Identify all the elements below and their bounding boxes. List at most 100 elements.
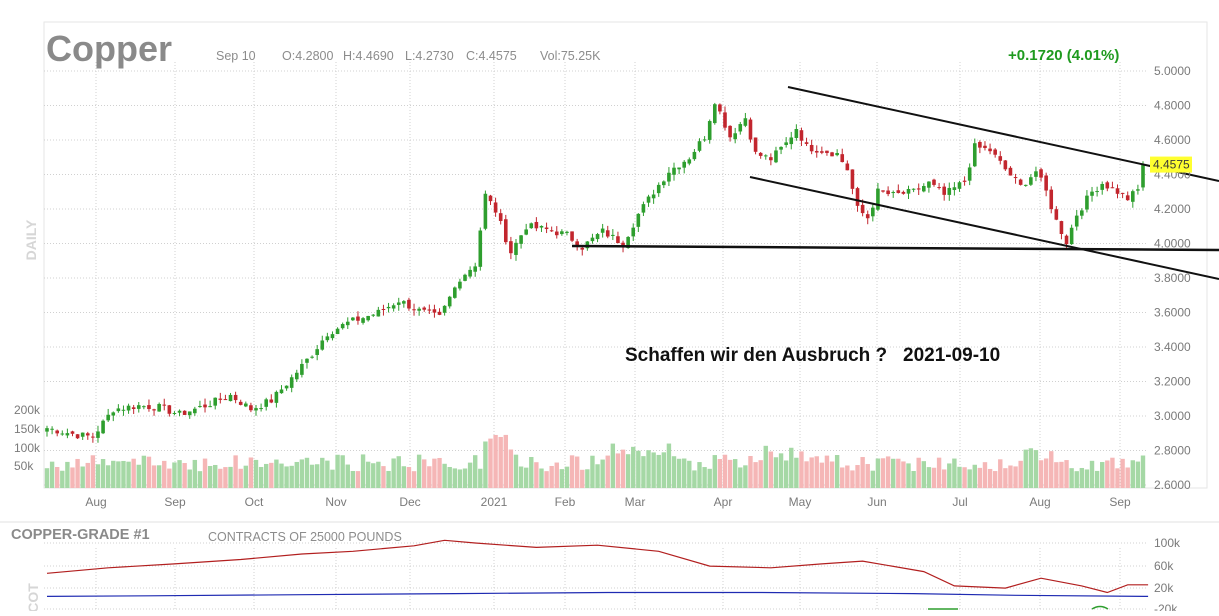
volume-bar xyxy=(1130,460,1136,488)
change-label: +0.1720 (4.01%) xyxy=(1008,47,1120,64)
volume-bar xyxy=(100,459,106,488)
volume-bar xyxy=(819,462,825,488)
candle-body xyxy=(509,241,513,254)
volume-bar xyxy=(1043,458,1049,488)
y-tick-label: 3.0000 xyxy=(1154,409,1191,423)
candle-body xyxy=(218,398,223,400)
candle-body xyxy=(544,227,549,230)
volume-bar xyxy=(1028,448,1034,488)
candle-body xyxy=(932,179,936,185)
candle-body xyxy=(600,228,605,233)
volume-bar xyxy=(631,446,636,488)
candle-body xyxy=(978,141,982,148)
candle-body xyxy=(422,307,427,310)
volume-bar xyxy=(636,450,641,488)
candle-body xyxy=(238,401,243,405)
volume-bar xyxy=(330,469,335,488)
volume-bar xyxy=(753,462,758,488)
candle-body xyxy=(1029,177,1033,185)
candle-body xyxy=(60,433,65,435)
candle-body xyxy=(962,180,967,182)
candle-body xyxy=(758,152,763,156)
candle-body xyxy=(223,399,228,401)
candle-body xyxy=(111,412,116,416)
volume-bar xyxy=(620,449,626,488)
volume-bar xyxy=(70,467,75,488)
annotation-text: Schaffen wir den Ausbruch ? 2021-09-10 xyxy=(625,345,1000,366)
cot-series-green-tail xyxy=(1091,605,1109,610)
volume-bar xyxy=(269,462,274,488)
x-tick-label: Sep xyxy=(164,495,186,509)
volume-bar xyxy=(1100,462,1105,488)
volume-bar xyxy=(829,461,835,488)
close-label: C:4.4575 xyxy=(466,49,517,63)
candle-body xyxy=(45,428,49,432)
volume-bar xyxy=(896,458,901,488)
y-tick-label: 4.0000 xyxy=(1154,237,1191,251)
volume-bar xyxy=(411,471,417,488)
volume-bar xyxy=(814,456,819,488)
volume-bar xyxy=(651,452,656,488)
volume-label: Vol:75.25K xyxy=(540,49,601,63)
candle-body xyxy=(417,308,421,311)
volume-bar xyxy=(478,468,483,488)
candle-body xyxy=(187,411,192,416)
candle-body xyxy=(916,188,921,190)
candle-body xyxy=(335,328,340,335)
volume-bar xyxy=(187,469,192,488)
candle-body xyxy=(763,155,768,157)
candle-body xyxy=(493,202,498,213)
candle-body xyxy=(1115,188,1120,194)
candle-body xyxy=(376,309,381,317)
candle-body xyxy=(728,125,732,138)
cot-series-blue xyxy=(46,591,1149,597)
candle-body xyxy=(1110,187,1115,189)
candle-body xyxy=(351,317,355,321)
candle-body xyxy=(662,181,666,186)
volume-bar xyxy=(1140,455,1146,488)
candle-body xyxy=(228,394,233,402)
candle-body xyxy=(101,420,105,434)
candle-body xyxy=(325,336,330,341)
candle-body xyxy=(1008,167,1013,176)
candle-body xyxy=(524,229,528,235)
candle-body xyxy=(988,148,992,152)
candle-body xyxy=(972,143,977,167)
candle-body xyxy=(1034,171,1038,177)
volume-bar xyxy=(294,461,299,488)
volume-bar xyxy=(600,459,605,488)
volume-bar xyxy=(646,450,651,488)
volume-bar xyxy=(202,458,208,488)
volume-bar xyxy=(213,464,218,488)
volume-bar xyxy=(1059,461,1064,488)
candle-body xyxy=(539,225,544,228)
volume-bar xyxy=(717,459,723,488)
volume-bar xyxy=(722,454,728,488)
x-tick-label: Aug xyxy=(1029,495,1050,509)
volume-bar xyxy=(850,470,855,488)
volume-bar xyxy=(483,441,488,488)
candle-body xyxy=(147,405,151,410)
candle-body xyxy=(692,151,697,160)
volume-bar xyxy=(875,458,881,488)
volume-bar xyxy=(727,459,733,488)
candle-body xyxy=(1136,189,1140,191)
candle-body xyxy=(967,167,972,181)
volume-bar xyxy=(136,464,141,488)
volume-bar xyxy=(406,467,412,488)
candle-body xyxy=(233,394,238,401)
volume-bar xyxy=(442,463,447,488)
candle-body xyxy=(116,408,121,412)
candle-body xyxy=(172,412,177,414)
volume-bar xyxy=(111,460,116,488)
candle-body xyxy=(315,349,319,355)
volume-bar xyxy=(182,463,187,488)
candle-body xyxy=(927,181,931,188)
cot-y-tick-label: 20k xyxy=(1154,581,1174,595)
candle-body xyxy=(743,118,748,126)
volume-bar xyxy=(151,465,157,488)
x-tick-label: Nov xyxy=(325,495,346,509)
candle-body xyxy=(340,324,345,329)
candle-body xyxy=(468,269,472,277)
